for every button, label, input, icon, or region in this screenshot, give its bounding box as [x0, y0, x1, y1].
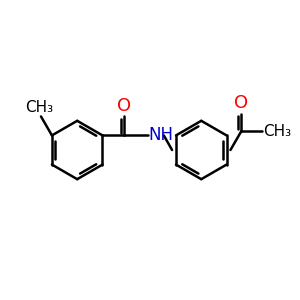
Text: O: O: [234, 94, 248, 112]
Text: NH: NH: [148, 126, 173, 144]
Text: O: O: [117, 97, 131, 115]
Text: CH₃: CH₃: [26, 100, 54, 115]
Text: CH₃: CH₃: [263, 124, 291, 139]
